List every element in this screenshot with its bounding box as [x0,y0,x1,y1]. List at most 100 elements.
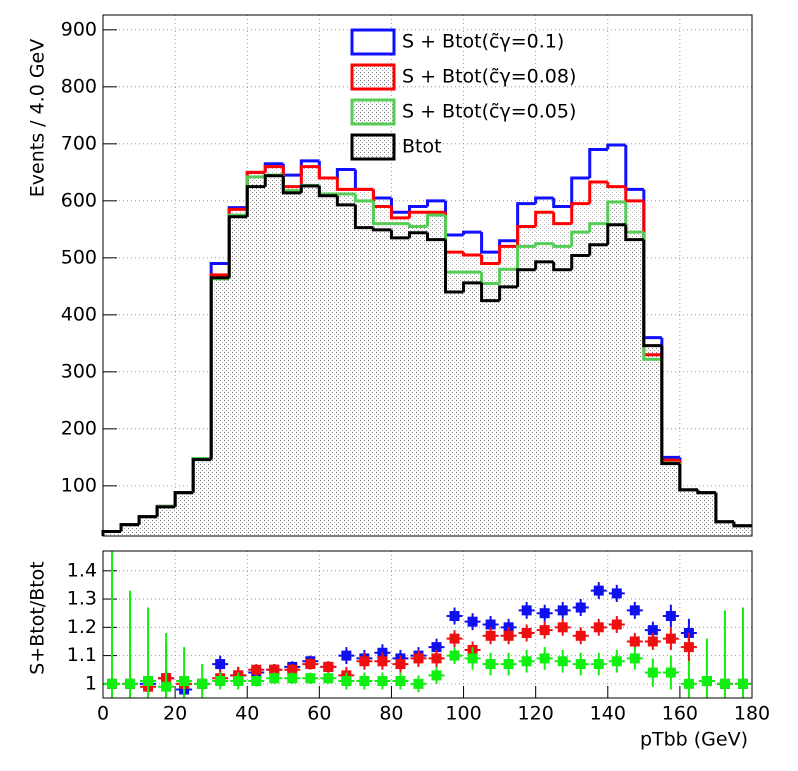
step [335,178,356,191]
marker [377,676,388,687]
step [498,244,518,264]
bar-fill [157,506,176,536]
bar-fill [301,186,320,536]
step [642,189,662,340]
marker [287,664,298,675]
step [714,492,734,524]
step [444,239,464,294]
legend-label: Btot [402,136,442,158]
marker [341,676,352,687]
marker [287,673,298,684]
step [155,505,176,517]
marker [539,608,550,619]
marker [341,650,352,661]
y-tick-label: 300 [61,360,97,382]
step [426,213,446,227]
marker [215,659,226,670]
marker [611,588,622,599]
step [534,210,554,227]
x-tick-label: 60 [307,703,331,725]
marker [449,611,460,622]
bar-fill [589,244,608,536]
marker [665,667,676,678]
marker [359,676,370,687]
step [516,244,536,270]
step [353,204,374,230]
step [606,223,626,245]
marker [215,676,226,687]
marker [575,602,586,613]
step [462,281,482,293]
y-tick-label: 1.4 [67,559,97,581]
marker [521,656,532,667]
marker [521,627,532,638]
marker [197,678,208,689]
marker [449,633,460,644]
step [516,224,536,247]
marker [737,678,748,689]
step [335,195,356,207]
step [407,205,428,213]
step [389,229,410,240]
step [480,232,500,254]
step [263,174,284,187]
step [444,212,464,254]
x-tick-label: 160 [662,703,698,725]
step [606,200,626,224]
bar-fill [229,216,248,536]
step [389,206,410,220]
y-tick-label: 900 [61,18,97,40]
bar-fill [481,300,500,536]
marker [485,659,496,670]
step [642,232,662,361]
step [407,231,428,238]
bar-fill [373,229,392,536]
marker [539,653,550,664]
bar-fill [391,237,410,537]
marker [665,611,676,622]
step [281,163,302,177]
step [660,359,680,465]
step [119,523,140,532]
step [552,261,572,272]
step [714,492,734,524]
bar-fill [535,261,554,536]
step [570,230,590,247]
marker [593,622,604,633]
bar-fill [175,492,194,536]
marker [359,656,370,667]
legend-label: S + Btot(c̃γ=0.1) [402,31,564,53]
marker [683,678,694,689]
y-tick-label: 1.1 [67,644,97,666]
bar-fill [193,459,212,536]
step [534,242,554,247]
marker [251,676,262,687]
bar-fill [571,255,590,536]
bar-fill [445,292,464,536]
y-axis-label: Events / 4.0 GeV [27,39,49,197]
bar-fill [103,531,122,536]
step [371,200,392,226]
step [642,200,662,357]
bar-fill [625,239,644,536]
bar-fill [517,269,536,536]
step [137,515,158,525]
step [407,223,428,228]
marker [305,673,316,684]
marker [323,661,334,672]
bar-fill [643,345,662,536]
marker [179,676,190,687]
step [299,184,320,193]
step [534,260,554,270]
step [552,212,572,226]
x-tick-label: 120 [518,703,554,725]
bar-fill [409,232,428,536]
marker [701,676,712,687]
marker [503,659,514,670]
bar-fill [211,277,230,536]
bar-fill [319,195,338,536]
marker [467,653,478,664]
marker [629,653,640,664]
step [660,345,680,466]
legend-swatch [350,28,396,56]
